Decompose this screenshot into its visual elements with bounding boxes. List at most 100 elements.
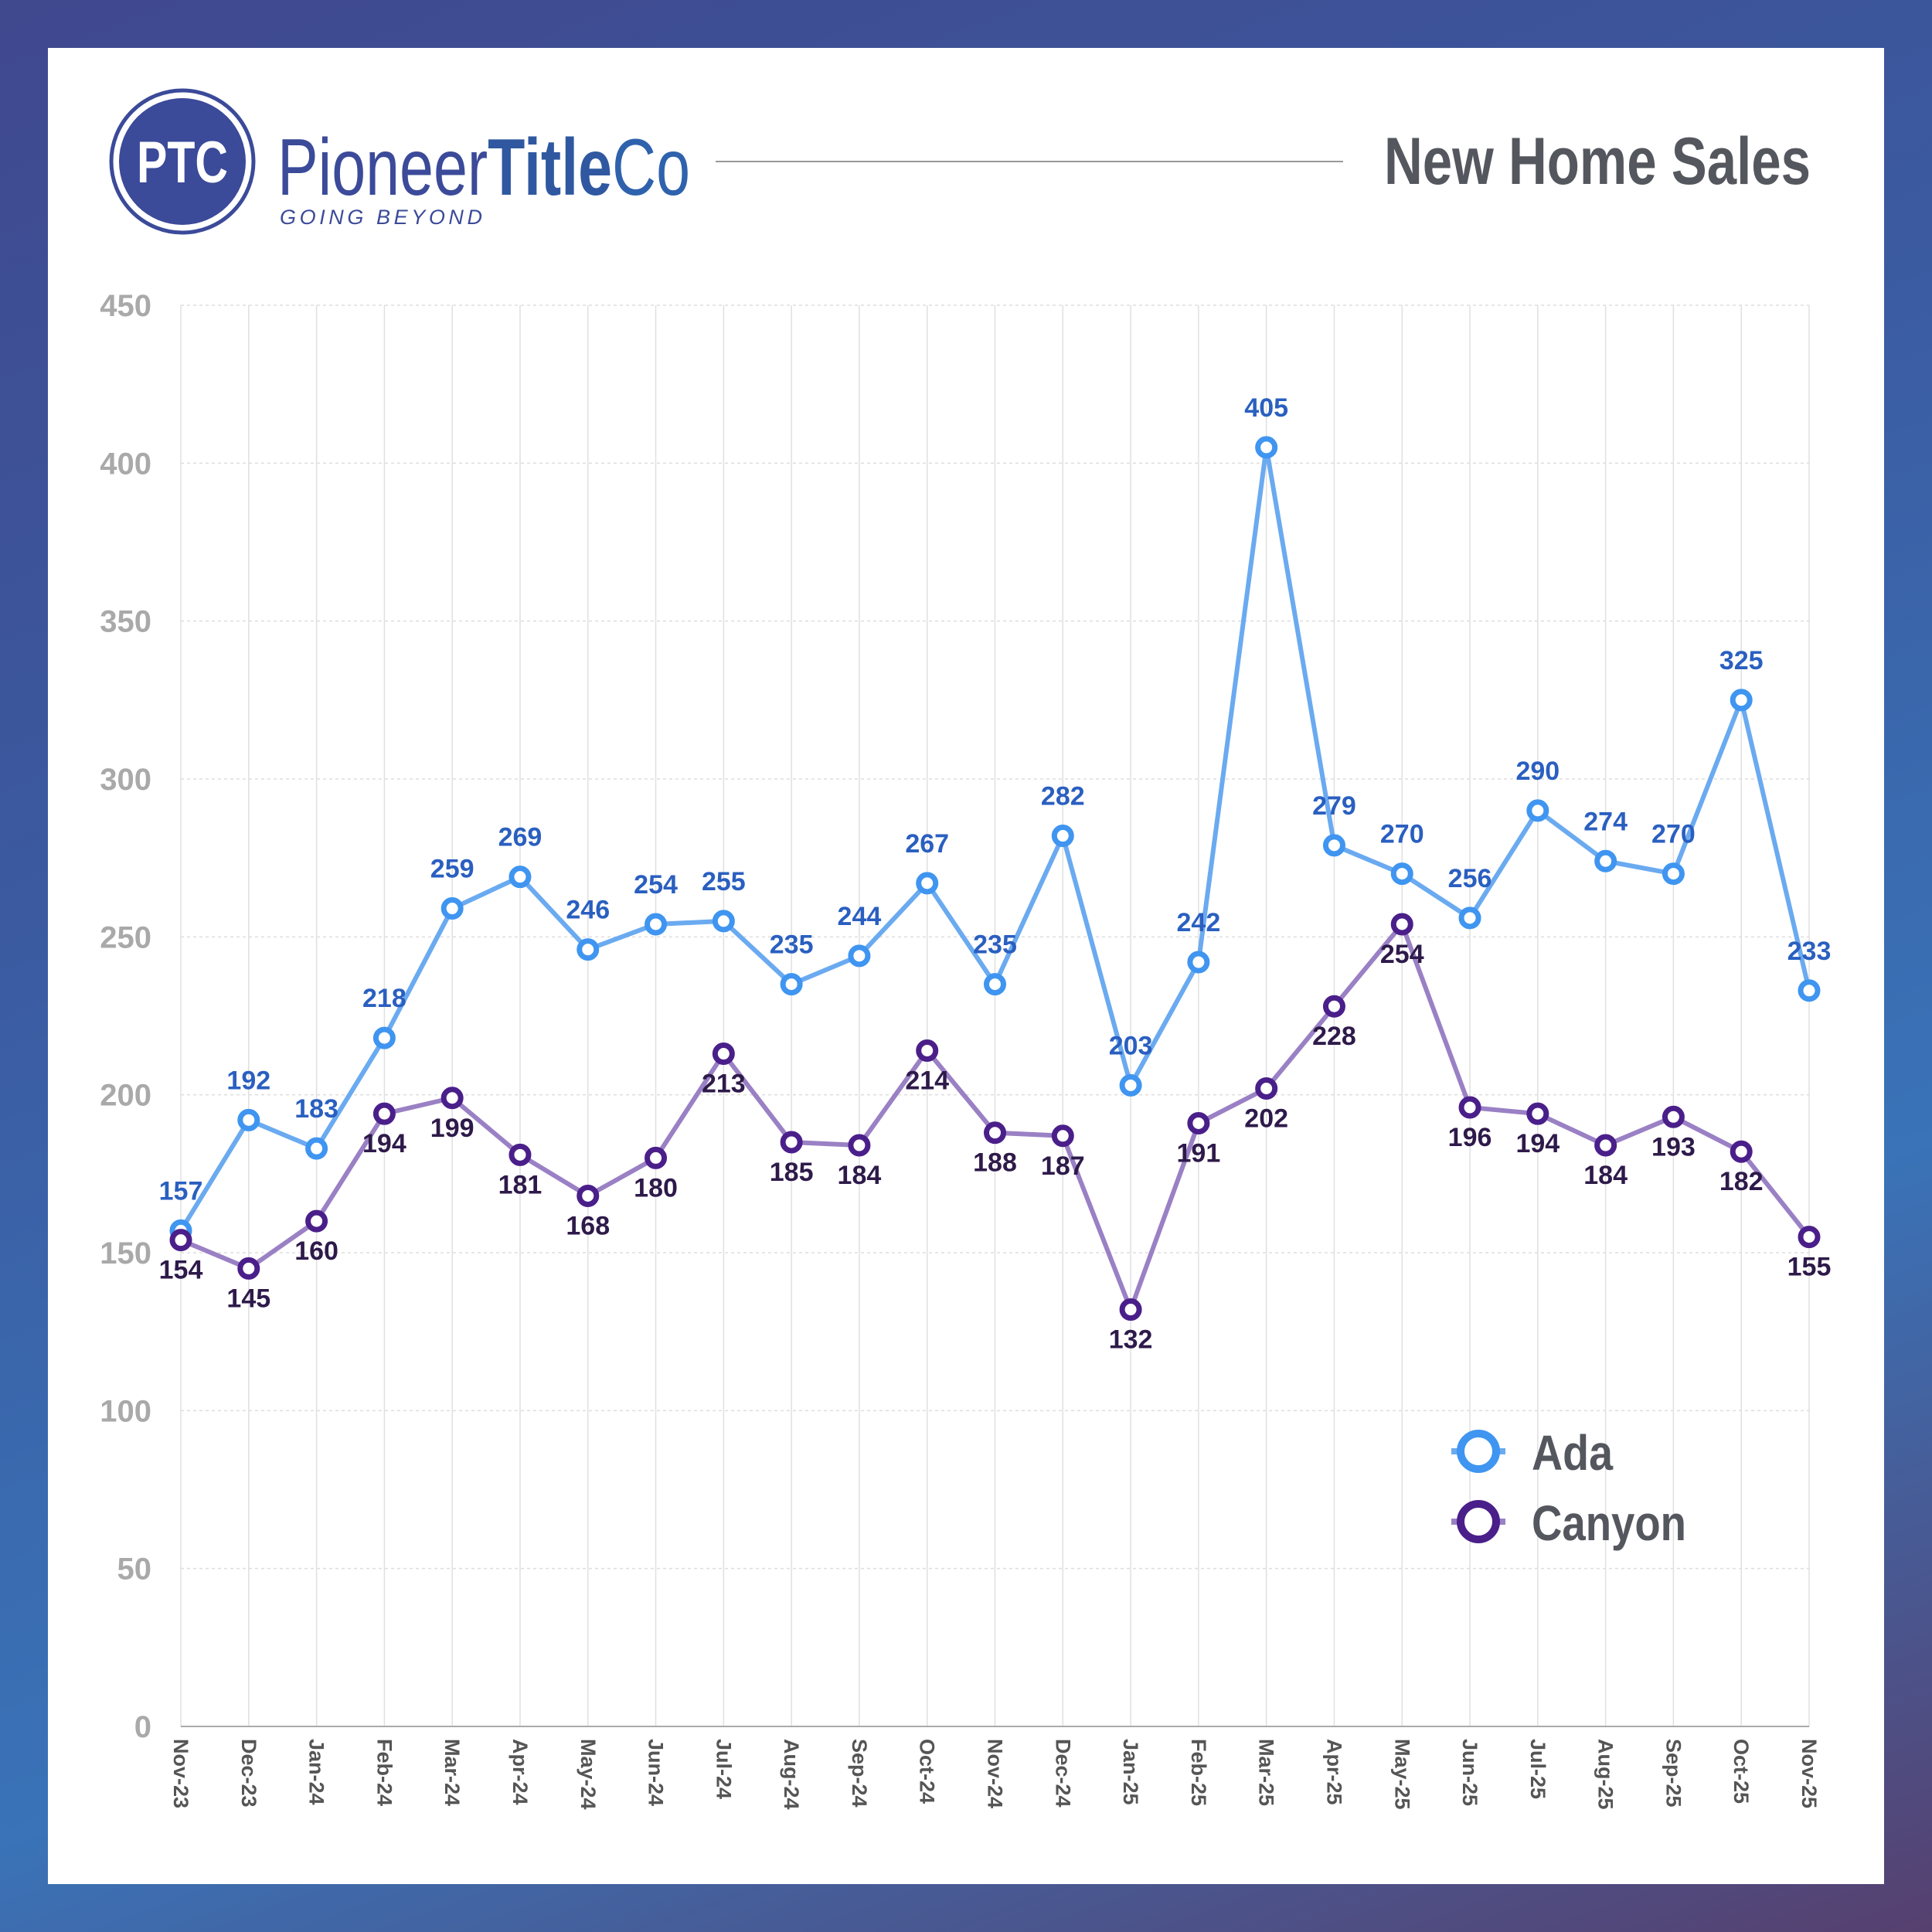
data-point bbox=[1526, 1102, 1549, 1125]
data-point bbox=[1255, 1077, 1278, 1100]
data-label: 183 bbox=[294, 1094, 338, 1124]
legend-item-canyon: Canyon bbox=[1451, 1495, 1686, 1551]
data-label: 155 bbox=[1787, 1253, 1832, 1282]
data-point bbox=[577, 1184, 600, 1207]
x-tick-label: Jan-25 bbox=[1119, 1739, 1142, 1805]
data-label: 282 bbox=[1041, 782, 1085, 811]
data-label: 202 bbox=[1244, 1104, 1288, 1133]
data-point bbox=[1187, 1111, 1210, 1134]
y-tick-label: 400 bbox=[100, 447, 151, 481]
y-tick-label: 150 bbox=[100, 1236, 151, 1270]
data-point bbox=[916, 1039, 939, 1062]
data-point bbox=[1255, 436, 1278, 459]
data-label: 193 bbox=[1651, 1132, 1696, 1162]
data-point bbox=[1390, 913, 1413, 936]
data-point bbox=[1798, 979, 1821, 1002]
x-tick-label: Jun-25 bbox=[1458, 1739, 1481, 1806]
axes: 0 50 100 150 200 250 300 350 400 450 Nov-23 Dec-23 J… bbox=[100, 289, 1821, 1810]
series-ada: 157 192 183 218 259 269 246 254 255 235 244 267 235 2… bbox=[159, 393, 1831, 1242]
data-label: 168 bbox=[566, 1211, 610, 1240]
x-tick-label: Jul-24 bbox=[712, 1739, 735, 1799]
data-point bbox=[1322, 995, 1345, 1018]
y-tick-label: 350 bbox=[100, 605, 151, 639]
x-tick-label: Nov-24 bbox=[984, 1739, 1007, 1808]
data-label: 213 bbox=[702, 1070, 746, 1099]
data-point bbox=[305, 1137, 328, 1160]
data-label: 270 bbox=[1651, 820, 1696, 849]
data-point bbox=[1051, 1124, 1074, 1148]
data-label: 194 bbox=[1515, 1129, 1560, 1158]
x-tick-label: Nov-25 bbox=[1798, 1739, 1821, 1808]
data-label: 187 bbox=[1041, 1151, 1085, 1181]
y-tick-label: 200 bbox=[100, 1079, 151, 1113]
data-label: 259 bbox=[430, 855, 474, 884]
data-label: 242 bbox=[1177, 908, 1221, 937]
x-tick-label: Mar-25 bbox=[1255, 1739, 1278, 1806]
data-point bbox=[372, 1102, 396, 1125]
legend-marker bbox=[1457, 1430, 1500, 1473]
data-point bbox=[1322, 834, 1345, 857]
legend: Ada Canyon bbox=[1451, 1425, 1686, 1551]
data-label: 254 bbox=[634, 870, 678, 900]
data-point bbox=[1730, 689, 1753, 712]
data-label: 246 bbox=[566, 896, 610, 925]
y-tick-label: 100 bbox=[100, 1394, 151, 1428]
data-point bbox=[169, 1229, 192, 1252]
data-label: 132 bbox=[1109, 1325, 1153, 1355]
legend-label: Ada bbox=[1532, 1425, 1613, 1481]
data-point bbox=[712, 910, 735, 933]
y-tick-label: 50 bbox=[117, 1553, 152, 1587]
data-label: 255 bbox=[702, 867, 746, 896]
page-title: New Home Sales bbox=[1384, 124, 1811, 199]
logo: PTC PioneerTitleCo GOING BEYOND bbox=[109, 88, 690, 235]
data-point bbox=[1526, 799, 1549, 822]
data-label: 196 bbox=[1448, 1123, 1492, 1152]
data-point bbox=[1662, 862, 1685, 886]
data-label: 269 bbox=[498, 823, 543, 852]
data-label: 267 bbox=[905, 829, 949, 859]
legend-item-ada: Ada bbox=[1451, 1425, 1613, 1481]
legend-label: Canyon bbox=[1532, 1495, 1686, 1551]
y-tick-label: 0 bbox=[134, 1710, 151, 1744]
x-tick-label: Sep-24 bbox=[848, 1739, 871, 1808]
legend-marker bbox=[1457, 1500, 1500, 1543]
data-label: 185 bbox=[770, 1158, 814, 1187]
y-tick-label: 300 bbox=[100, 763, 151, 797]
grid bbox=[180, 304, 1810, 1726]
data-point bbox=[440, 897, 464, 920]
x-tick-label: Jul-25 bbox=[1526, 1739, 1549, 1799]
data-point bbox=[1458, 906, 1481, 930]
x-tick-label: Oct-24 bbox=[916, 1739, 939, 1804]
data-label: 157 bbox=[159, 1176, 203, 1206]
x-tick-label: May-24 bbox=[577, 1739, 600, 1810]
data-label: 325 bbox=[1719, 646, 1764, 675]
data-label: 145 bbox=[226, 1284, 270, 1313]
data-label: 270 bbox=[1380, 820, 1424, 849]
x-tick-label: Dec-24 bbox=[1051, 1739, 1074, 1808]
data-point bbox=[1390, 862, 1413, 886]
x-tick-label: Jan-24 bbox=[305, 1739, 328, 1805]
data-point bbox=[1119, 1073, 1142, 1097]
data-label: 180 bbox=[634, 1173, 678, 1202]
data-point bbox=[984, 1121, 1006, 1145]
data-point bbox=[1187, 951, 1210, 974]
brand-tagline: GOING BEYOND bbox=[280, 206, 482, 229]
data-label: 160 bbox=[294, 1236, 338, 1266]
data-label: 182 bbox=[1719, 1167, 1764, 1196]
data-label: 199 bbox=[430, 1114, 474, 1143]
x-tick-label: Oct-25 bbox=[1730, 1739, 1753, 1804]
x-tick-label: Feb-24 bbox=[372, 1739, 396, 1806]
data-label: 191 bbox=[1177, 1138, 1221, 1168]
x-tick-label: Aug-24 bbox=[780, 1739, 803, 1810]
data-point bbox=[1051, 825, 1074, 848]
data-label: 290 bbox=[1515, 757, 1560, 786]
data-point bbox=[440, 1087, 464, 1110]
data-point bbox=[1119, 1298, 1142, 1321]
x-tick-label: Mar-24 bbox=[440, 1739, 464, 1806]
x-tick-label: Nov-23 bbox=[169, 1739, 192, 1808]
data-label: 279 bbox=[1312, 791, 1356, 821]
data-label: 228 bbox=[1312, 1022, 1356, 1051]
data-label: 274 bbox=[1583, 807, 1628, 836]
data-label: 192 bbox=[226, 1066, 270, 1095]
